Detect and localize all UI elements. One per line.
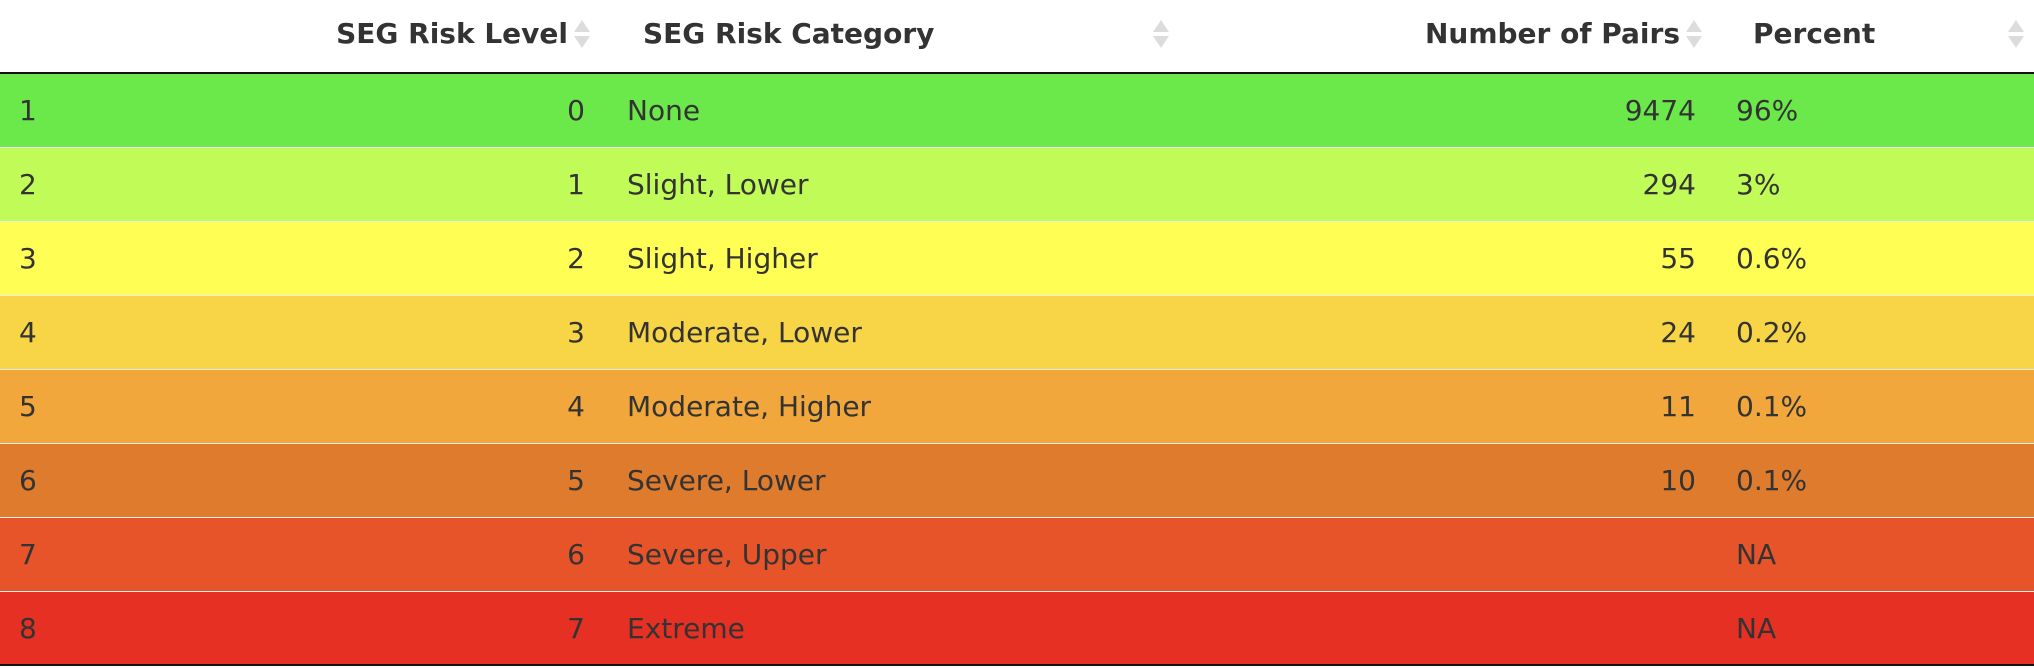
table-row[interactable]: 1 0 None 9474 96% (0, 74, 2034, 148)
risk-level-cell: 6 (567, 538, 585, 571)
risk-level-cell: 2 (567, 242, 585, 275)
percent-cell: 96% (1736, 94, 1799, 127)
row-index: 6 (19, 464, 37, 497)
risk-category-cell: Moderate, Lower (627, 316, 862, 349)
risk-level-cell: 7 (567, 612, 585, 645)
pairs-count-cell: 55 (1660, 242, 1696, 275)
table-row[interactable]: 7 6 Severe, Upper NA (0, 518, 2034, 592)
column-header-pairs[interactable]: Number of Pairs (1180, 0, 1710, 72)
table-row[interactable]: 5 4 Moderate, Higher 11 0.1% (0, 370, 2034, 444)
pairs-count-cell: 10 (1660, 464, 1696, 497)
row-index: 8 (19, 612, 37, 645)
row-index: 5 (19, 390, 37, 423)
risk-level-cell: 3 (567, 316, 585, 349)
percent-cell: 0.2% (1736, 316, 1808, 349)
column-header-category-label: SEG Risk Category (643, 17, 935, 50)
sort-arrows-icon[interactable] (2008, 20, 2024, 50)
sort-arrows-icon[interactable] (1686, 20, 1702, 50)
table-row[interactable]: 3 2 Slight, Higher 55 0.6% (0, 222, 2034, 296)
table-body: 1 0 None 9474 96% 2 1 Slight, Lower 294 … (0, 74, 2034, 666)
risk-category-cell: Severe, Lower (627, 464, 826, 497)
risk-level-cell: 5 (567, 464, 585, 497)
percent-cell: 0.6% (1736, 242, 1808, 275)
table-row[interactable]: 8 7 Extreme NA (0, 592, 2034, 666)
pairs-count-cell: 11 (1660, 390, 1696, 423)
sort-arrows-icon[interactable] (574, 20, 590, 50)
row-index: 1 (19, 94, 37, 127)
table-row[interactable]: 2 1 Slight, Lower 294 3% (0, 148, 2034, 222)
column-header-percent[interactable]: Percent (1710, 0, 2034, 72)
column-header-level-label: SEG Risk Level (336, 17, 568, 50)
risk-level-cell: 4 (567, 390, 585, 423)
pairs-count-cell: 9474 (1624, 94, 1696, 127)
sort-arrows-icon[interactable] (1153, 20, 1169, 50)
percent-cell: 0.1% (1736, 464, 1808, 497)
risk-level-cell: 0 (567, 94, 585, 127)
row-index: 3 (19, 242, 37, 275)
column-header-percent-label: Percent (1753, 17, 1876, 50)
row-index: 2 (19, 168, 37, 201)
pairs-count-cell: 294 (1642, 168, 1696, 201)
column-header-level[interactable]: SEG Risk Level (0, 0, 600, 72)
row-index: 7 (19, 538, 37, 571)
table-header: SEG Risk Level SEG Risk Category Number … (0, 0, 2034, 74)
risk-category-cell: Slight, Lower (627, 168, 809, 201)
column-header-pairs-label: Number of Pairs (1424, 17, 1680, 50)
risk-category-cell: None (627, 94, 701, 127)
percent-cell: NA (1736, 612, 1777, 645)
table-row[interactable]: 6 5 Severe, Lower 10 0.1% (0, 444, 2034, 518)
column-header-category[interactable]: SEG Risk Category (600, 0, 1180, 72)
percent-cell: 0.1% (1736, 390, 1808, 423)
risk-category-cell: Extreme (627, 612, 745, 645)
risk-category-cell: Severe, Upper (627, 538, 827, 571)
risk-category-cell: Moderate, Higher (627, 390, 872, 423)
pairs-count-cell: 24 (1660, 316, 1696, 349)
percent-cell: NA (1736, 538, 1777, 571)
table-row[interactable]: 4 3 Moderate, Lower 24 0.2% (0, 296, 2034, 370)
risk-category-cell: Slight, Higher (627, 242, 818, 275)
percent-cell: 3% (1736, 168, 1781, 201)
risk-level-cell: 1 (567, 168, 585, 201)
row-index: 4 (19, 316, 37, 349)
